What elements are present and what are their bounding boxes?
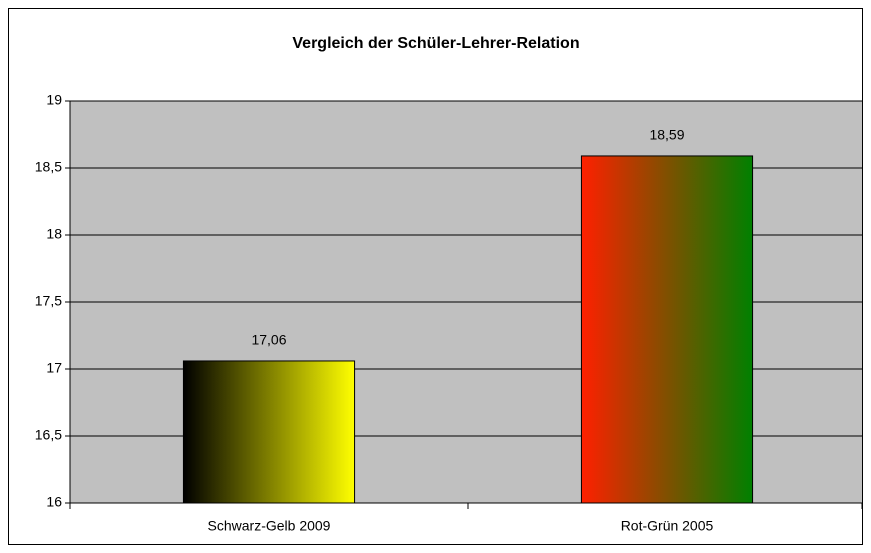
data-label: 18,59 bbox=[649, 127, 684, 143]
y-tick-label: 16,5 bbox=[35, 427, 62, 443]
bar bbox=[182, 360, 356, 504]
y-tick-label: 18,5 bbox=[35, 159, 62, 175]
y-tick-label: 17,5 bbox=[35, 293, 62, 309]
y-tick-label: 18 bbox=[46, 226, 62, 242]
y-tick-label: 17 bbox=[46, 360, 62, 376]
bar bbox=[580, 155, 754, 504]
x-tick-label: Schwarz-Gelb 2009 bbox=[208, 518, 331, 534]
chart-title: Vergleich der Schüler-Lehrer-Relation bbox=[292, 35, 579, 52]
x-tick-label: Rot-Grün 2005 bbox=[621, 518, 714, 534]
y-tick-label: 19 bbox=[46, 92, 62, 108]
data-label: 17,06 bbox=[251, 332, 286, 348]
y-tick-label: 16 bbox=[46, 494, 62, 510]
